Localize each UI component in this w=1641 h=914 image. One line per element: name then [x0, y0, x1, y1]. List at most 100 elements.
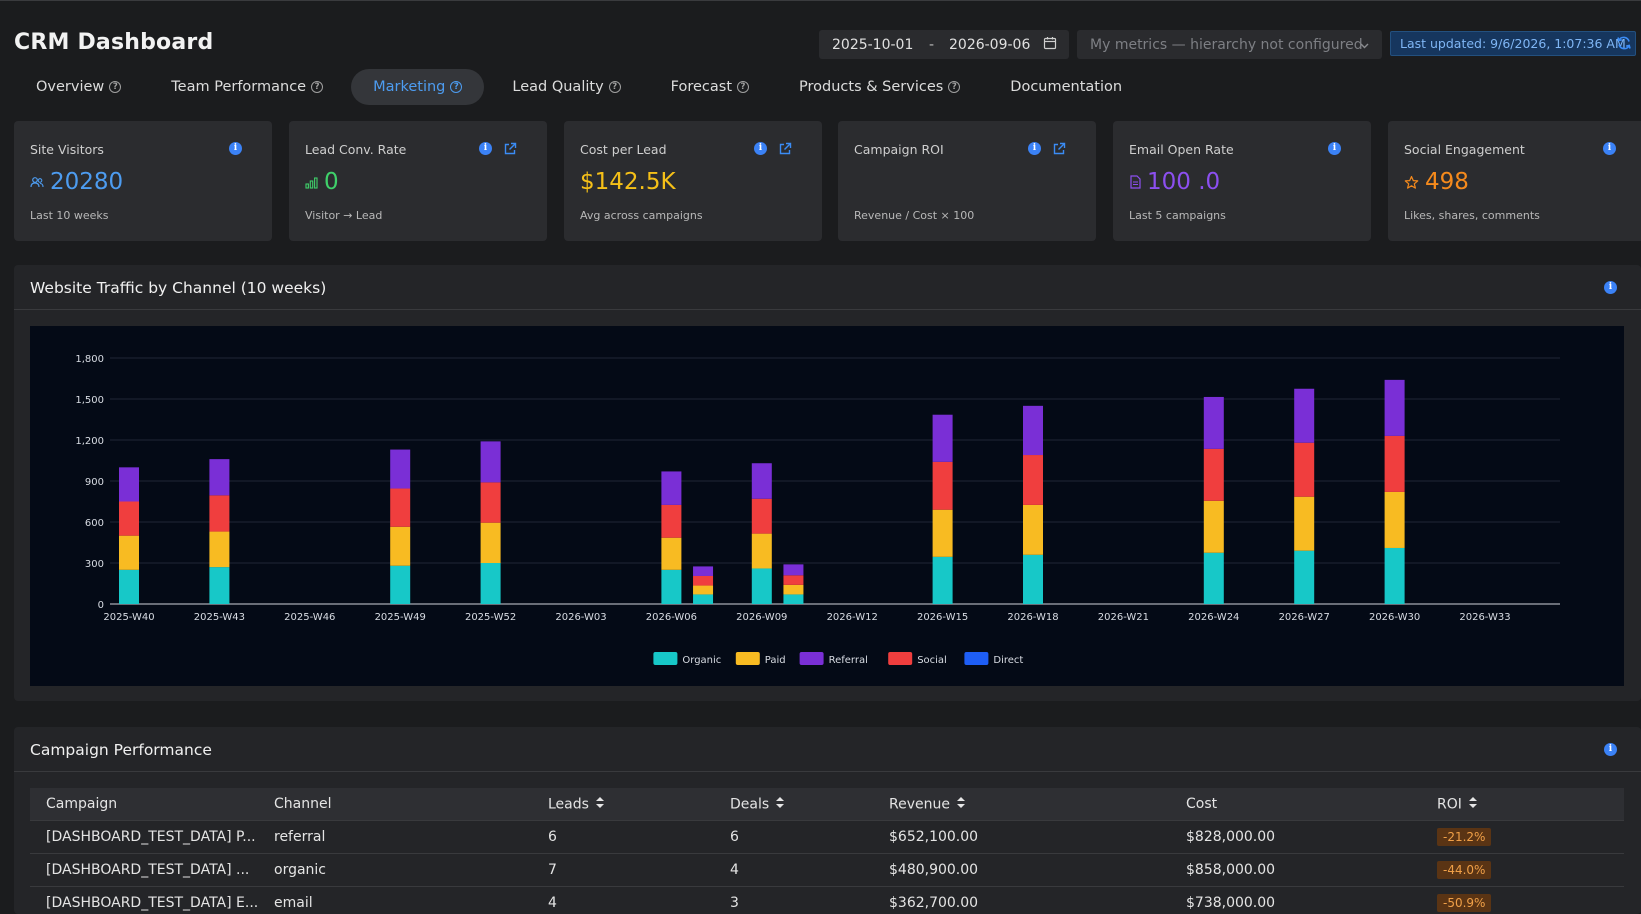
kpi-subtext: Last 10 weeks [30, 209, 109, 222]
kpi-card-lead-conv-rate: Lead Conv. Rate i 0 Visitor → Lead [289, 121, 547, 241]
bar-segment-organic [119, 569, 139, 604]
roi-badge: -21.2% [1437, 828, 1492, 846]
kpi-value: 20280 [50, 169, 124, 195]
date-separator: - [929, 36, 935, 53]
column-header-revenue[interactable]: Revenue [889, 796, 966, 813]
bar-segment-referral [1384, 379, 1405, 436]
column-header-label: Channel [274, 796, 332, 812]
kpi-label: Social Engagement [1404, 142, 1525, 157]
sort-icon[interactable] [595, 796, 605, 813]
bar-segment-social [661, 504, 682, 538]
bar-segment-social [1294, 442, 1315, 497]
roi-cell: -50.9% [1437, 894, 1492, 912]
page-title: CRM Dashboard [14, 30, 214, 55]
bar-segment-referral [119, 467, 139, 502]
legend-label-social: Social [917, 655, 947, 666]
y-tick-label: 1,200 [75, 436, 104, 447]
y-tick-label: 1,500 [75, 395, 104, 406]
bar-segment-paid [390, 526, 411, 566]
cell-campaign: [DASHBOARD_TEST_DATA] ... [46, 862, 250, 878]
bar-segment-referral [390, 449, 411, 489]
date-range-picker[interactable]: 2025-10-01 - 2026-09-06 [819, 30, 1069, 59]
bar-segment-referral [751, 463, 772, 499]
roi-badge: -44.0% [1437, 861, 1492, 879]
bar-segment-organic [751, 568, 772, 604]
tab-label: Products & Services [799, 79, 944, 95]
table-row[interactable]: [DASHBOARD_TEST_DATA] ... organic 7 4 $480,9… [30, 854, 1624, 887]
bar-segment-paid [783, 584, 804, 595]
bar-segment-organic [1203, 552, 1224, 604]
tab-products-services[interactable]: Products & Services? [777, 69, 982, 105]
info-icon[interactable]: i [229, 142, 242, 155]
cell-deals: 4 [730, 862, 739, 878]
tab-marketing[interactable]: Marketing? [351, 69, 485, 105]
kpi-label: Site Visitors [30, 142, 104, 157]
info-icon[interactable]: i [1604, 743, 1617, 756]
x-tick-label: 2025-W43 [194, 612, 245, 623]
cell-cost: $828,000.00 [1186, 829, 1276, 845]
column-header-deals[interactable]: Deals [730, 796, 785, 813]
column-header-roi[interactable]: ROI [1437, 796, 1478, 813]
info-icon[interactable]: i [1328, 142, 1341, 155]
bar-segment-social [209, 495, 230, 532]
bar-segment-organic [1294, 550, 1315, 604]
y-tick-label: 1,800 [75, 354, 104, 365]
table-row[interactable]: [DASHBOARD_TEST_DATA] E... email 4 3 $362,70… [30, 887, 1624, 914]
bar-segment-referral [1203, 396, 1224, 449]
kpi-value-row: 498 [1404, 169, 1469, 195]
y-tick-label: 900 [85, 477, 104, 488]
help-icon[interactable]: ? [450, 81, 463, 93]
bar-segment-social [693, 575, 714, 586]
kpi-label: Cost per Lead [580, 142, 667, 157]
bar-segment-referral [932, 414, 953, 462]
info-icon[interactable]: i [1604, 281, 1617, 294]
kpi-card-email-open-rate: Email Open Rate i 100 .0 Last 5 campaigns [1113, 121, 1371, 241]
legend-swatch-social [888, 652, 913, 665]
kpi-value: 0 [324, 169, 339, 195]
legend-label-referral: Referral [829, 655, 868, 666]
refresh-icon[interactable] [1616, 35, 1632, 55]
table-row[interactable]: [DASHBOARD_TEST_DATA] P... referral 6 6 $652… [30, 821, 1624, 854]
bar-segment-referral [661, 471, 682, 505]
bar-segment-paid [932, 509, 953, 557]
bar-segment-referral [209, 459, 230, 496]
tab-forecast[interactable]: Forecast? [649, 69, 771, 105]
tab-documentation[interactable]: Documentation [988, 69, 1144, 105]
date-start[interactable]: 2025-10-01 [832, 36, 914, 53]
column-header-leads[interactable]: Leads [548, 796, 605, 813]
sort-icon[interactable] [956, 796, 966, 813]
help-icon[interactable]: ? [109, 81, 122, 93]
tab-team-performance[interactable]: Team Performance? [149, 69, 345, 105]
external-link-icon[interactable] [1052, 141, 1066, 160]
external-link-icon[interactable] [503, 141, 517, 160]
metrics-hierarchy-select[interactable]: My metrics — hierarchy not configured [1077, 30, 1382, 59]
info-icon[interactable]: i [479, 142, 492, 155]
last-updated-badge: Last updated: 9/6/2026, 1:07:36 AM [1390, 31, 1636, 56]
help-icon[interactable]: ? [737, 81, 750, 93]
tab-lead-quality[interactable]: Lead Quality? [490, 69, 642, 105]
x-tick-label: 2026-W18 [1007, 612, 1058, 623]
info-icon[interactable]: i [1603, 142, 1616, 155]
bar-chart-icon [305, 176, 318, 189]
external-link-icon[interactable] [778, 141, 792, 160]
legend-swatch-organic [653, 652, 678, 665]
bar-segment-paid [1384, 491, 1405, 548]
bar-segment-paid [1203, 500, 1224, 553]
tab-overview[interactable]: Overview? [14, 69, 143, 105]
bar-segment-social [390, 488, 411, 527]
date-end[interactable]: 2026-09-06 [949, 36, 1031, 53]
sort-icon[interactable] [775, 796, 785, 813]
info-icon[interactable]: i [1028, 142, 1041, 155]
help-icon[interactable]: ? [311, 81, 324, 93]
cell-leads: 6 [548, 829, 557, 845]
help-icon[interactable]: ? [608, 81, 621, 93]
sort-icon[interactable] [1468, 796, 1478, 813]
help-icon[interactable]: ? [948, 81, 961, 93]
x-tick-label: 2025-W46 [284, 612, 335, 623]
bar-segment-paid [751, 533, 772, 569]
kpi-cards: Site Visitors i 20280 Last 10 weeks Lead Con… [14, 121, 1641, 241]
info-icon[interactable]: i [754, 142, 767, 155]
calendar-icon[interactable] [1043, 36, 1057, 54]
kpi-subtext: Last 5 campaigns [1129, 209, 1226, 222]
bar-segment-organic [783, 594, 804, 604]
